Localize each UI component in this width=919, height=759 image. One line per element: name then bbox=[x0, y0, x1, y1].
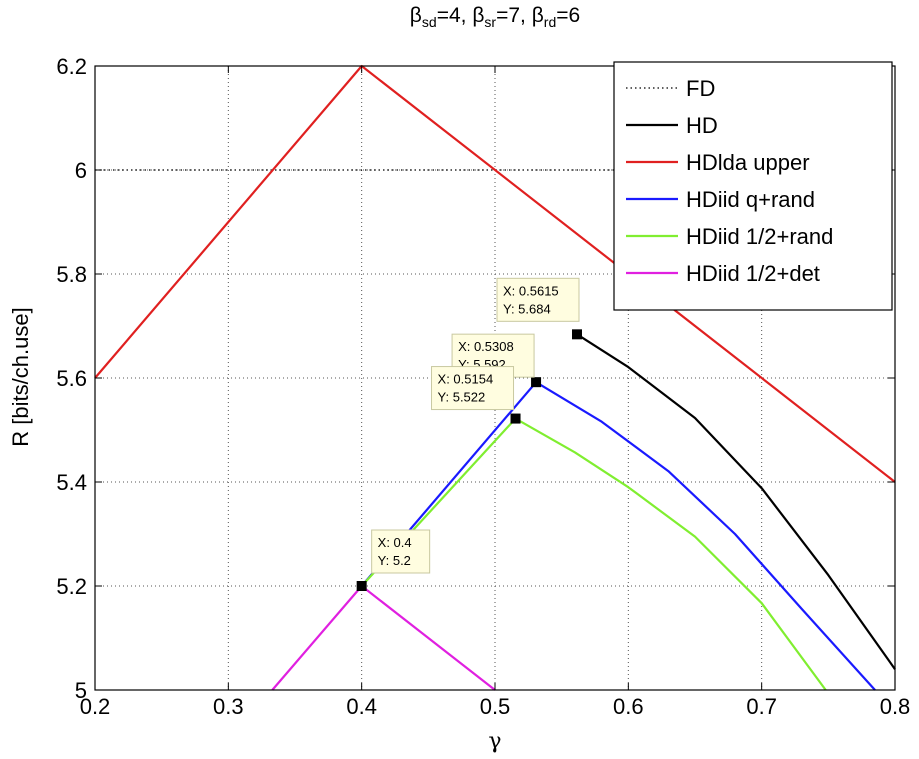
datatip-y: Y: 5.684 bbox=[503, 301, 551, 316]
y-tick-label: 5.6 bbox=[56, 366, 87, 391]
datatip-box: X: 0.5615 Y: 5.684 bbox=[496, 277, 580, 322]
y-tick-label: 5.2 bbox=[56, 574, 87, 599]
title-beta-sr: βsr=7 bbox=[472, 4, 521, 31]
datatip-y: Y: 5.522 bbox=[438, 390, 486, 405]
legend-label: HD bbox=[686, 113, 718, 138]
chart-title: βsd=4, βsr=7, βrd=6 bbox=[409, 4, 581, 31]
title-beta-rd: βrd=6 bbox=[531, 4, 581, 31]
legend-label: HDlda upper bbox=[686, 150, 810, 175]
datatip-x: X: 0.5615 bbox=[503, 283, 559, 298]
y-axis-label: R [bits/ch.use] bbox=[8, 307, 33, 446]
y-tick-label: 5.4 bbox=[56, 470, 87, 495]
datatip-markers bbox=[356, 329, 582, 591]
x-tick-label: 0.4 bbox=[346, 694, 377, 719]
title-beta-sd: βsd=4 bbox=[409, 4, 461, 31]
datatip-marker[interactable] bbox=[531, 377, 542, 388]
x-tick-label: 0.5 bbox=[480, 694, 511, 719]
datatip-x: X: 0.5154 bbox=[438, 372, 494, 387]
datatip-marker[interactable] bbox=[572, 329, 582, 340]
legend-box bbox=[613, 61, 893, 311]
y-tick-label: 6.2 bbox=[56, 54, 87, 79]
legend: FD HD HDlda upper HDiid q+rand HDiid 1/2+ran… bbox=[613, 61, 893, 311]
y-tick-label: 6 bbox=[75, 158, 87, 183]
legend-label: HDiid 1/2+rand bbox=[686, 224, 833, 249]
datatip-marker[interactable] bbox=[356, 581, 367, 591]
x-tick-label: 0.7 bbox=[746, 694, 777, 719]
legend-label: FD bbox=[686, 76, 715, 101]
x-tick-label: 0.8 bbox=[880, 694, 911, 719]
x-tick-label: 0.3 bbox=[213, 694, 244, 719]
datatip-x: X: 0.4 bbox=[378, 535, 412, 550]
datatip-x: X: 0.5308 bbox=[458, 339, 514, 354]
y-tick-label: 5.8 bbox=[56, 262, 87, 287]
x-tick-label: 0.2 bbox=[80, 694, 111, 719]
datatip-box: X: 0.4 Y: 5.2 bbox=[371, 529, 431, 574]
y-tick-label: 5 bbox=[75, 678, 87, 703]
series-line-5 bbox=[271, 584, 496, 691]
axis-ticks: 0.2 0.3 0.4 0.5 0.6 0.7 0.8 5 5.2 5.4 5.6 5.8 6 6.2 bbox=[56, 54, 910, 719]
datatip-y: Y: 5.2 bbox=[378, 553, 411, 568]
series-line-1 bbox=[576, 333, 896, 670]
x-axis-label: γ bbox=[488, 729, 501, 754]
datatip-box: X: 0.5154 Y: 5.522 bbox=[431, 366, 515, 411]
legend-label: HDiid q+rand bbox=[686, 187, 815, 212]
legend-label: HDiid 1/2+det bbox=[686, 261, 820, 286]
datatip-marker[interactable] bbox=[510, 413, 521, 424]
x-tick-label: 0.6 bbox=[613, 694, 644, 719]
series-line-4 bbox=[360, 417, 827, 691]
